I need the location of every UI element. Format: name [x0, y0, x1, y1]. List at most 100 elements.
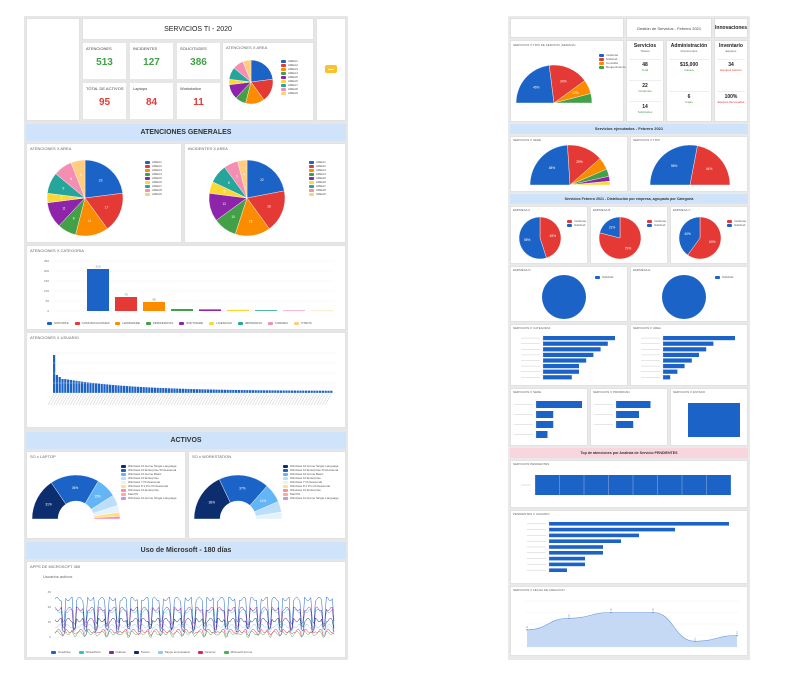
x-tick-label: [162, 393, 169, 406]
x-tick-label: [173, 393, 181, 406]
pie-slice: [242, 59, 252, 83]
legend-swatch: [121, 484, 126, 488]
kpi-card: ATENCIONES 513: [82, 42, 127, 80]
bar: [235, 389, 238, 393]
slice-label: 8: [70, 177, 72, 181]
bar: [243, 390, 246, 393]
bar: [302, 390, 305, 393]
x-tick-label: [115, 393, 122, 406]
x-tick-label: [325, 393, 332, 406]
legend-item: Windows 10 Home Single Language: [283, 496, 339, 500]
kpi-label: Cajas: [685, 100, 693, 104]
legend-item: Solicitud: [567, 223, 586, 227]
data-point: [652, 611, 654, 614]
legend-item: OneDrive: [51, 650, 71, 654]
slice-label: 34%: [560, 79, 567, 83]
legend-swatch: [47, 321, 52, 325]
legend-item: Incidente: [647, 219, 666, 223]
x-tick-label: [134, 393, 141, 406]
x-tick-label: [50, 393, 57, 406]
semi-left-card: SERVICIOS X SEDE 48% 29%: [510, 136, 628, 192]
pie-slice: [518, 216, 547, 260]
legend-item: LICENCIAS: [209, 321, 232, 325]
x-tick-label: [171, 393, 178, 406]
legend-label: Windows 10 Home Single Language: [290, 464, 339, 468]
legend-item: AREA3: [309, 168, 326, 172]
legend-swatch: [121, 476, 126, 480]
x-tick-label: [165, 393, 172, 406]
legend-item: COMUNICACIONES: [74, 321, 109, 325]
bar: [97, 383, 100, 393]
legend-item: MacOS: [121, 492, 177, 496]
category-hbar-chart: [521, 334, 615, 381]
kpi-box: $15,000 Gastos: [669, 59, 709, 89]
bar: [313, 390, 316, 393]
bar: [148, 387, 151, 393]
pending-user-card: PENDIENTES X USUARIO: [510, 510, 748, 584]
x-tick-label: [227, 393, 234, 406]
x-tick-label: [61, 393, 69, 406]
legend-label: Windows 10 Enterprise: [290, 476, 321, 480]
kpi-box: 22 Incidentes: [629, 80, 661, 99]
legend-swatch: [121, 488, 126, 492]
full-pie-legend: Solicitud: [715, 275, 733, 279]
ticket-icon: [325, 65, 337, 73]
bar: [170, 388, 173, 393]
pie-slice: [649, 144, 698, 186]
hbar: [549, 551, 603, 555]
x-tick-label: [95, 393, 102, 406]
kpi-label: INCIDENTES: [133, 46, 158, 51]
bar: [221, 389, 224, 393]
category-bar-chart: 0 50 100 150 200 250 210 70 45: [44, 259, 334, 313]
small-hbar-title: SERVICIOS X ESTADO: [673, 390, 706, 394]
slice-label: 8: [228, 181, 230, 185]
legend-swatch: [121, 464, 126, 468]
top-pie-chart: [228, 59, 274, 105]
legend-label: SharePoint: [85, 650, 101, 654]
legend-label: Windows 10 Home Basic: [290, 472, 324, 476]
legend-item: Solicitud: [599, 57, 626, 61]
company-pie-chart: 79% 21%: [598, 216, 642, 260]
data-point: [736, 634, 738, 637]
m365-line-title: APPS DE MICROSOFT 365: [30, 564, 81, 569]
x-tick-label: [288, 393, 295, 406]
bar: [265, 390, 268, 393]
legend-label: SOFTWARE: [186, 321, 204, 325]
small-hbar-title: SERVICIOS X PRIORIDAD: [593, 390, 630, 394]
area-chart-card: SERVICIOS X FECHA DE CREACION 3 5 6 6 1 2: [510, 586, 748, 656]
legend-label: Requerimiento: [606, 65, 626, 69]
hbar: [536, 411, 554, 418]
pie-slice: [599, 216, 621, 239]
hbar-left-card: SERVICIOS X CATEGORIA: [510, 324, 628, 386]
x-tick-label: [207, 393, 214, 406]
donut-right-legend: Windows 10 Home Single Language Windows 1…: [283, 464, 339, 500]
legend-label: Yammer: [204, 650, 216, 654]
legend-item: Outlook: [108, 650, 126, 654]
legend-item: AREA1: [281, 59, 298, 63]
legend-item: AREA2: [309, 164, 326, 168]
hbar: [549, 562, 585, 567]
legend-label: AREA5: [288, 75, 298, 79]
pending-single-bar: [521, 473, 732, 499]
logo-card: [316, 18, 346, 121]
legend-swatch: [133, 650, 139, 654]
donut-left-legend: Windows 10 Home Single Language Windows 1…: [121, 464, 177, 500]
bar: [201, 389, 204, 393]
legend-label: HARDWARE: [122, 321, 140, 325]
bar: [257, 390, 260, 393]
x-tick-label: [255, 393, 262, 406]
kpi-label: SOLICITUDES: [180, 46, 207, 51]
pending-single-card: SERVICIOS PENDIENTES: [510, 460, 748, 508]
y-tick-label: 200: [44, 269, 49, 273]
legend-swatch: [179, 321, 185, 325]
legend-item: Windows 10 Enterprise: [283, 488, 339, 492]
legend-item: AREA2: [281, 63, 298, 67]
legend-swatch: [115, 321, 121, 325]
legend-label: OneDrive: [58, 650, 71, 654]
inventario-subtitle: Equipos: [725, 49, 737, 53]
slice-label: 11: [62, 207, 66, 211]
kpi-label: Workstation: [180, 86, 202, 91]
user-bar-title: ATENCIONES X USUARIO: [30, 335, 79, 340]
slice-label: 29%: [576, 160, 583, 164]
legend-label: LICENCIAS: [216, 321, 232, 325]
